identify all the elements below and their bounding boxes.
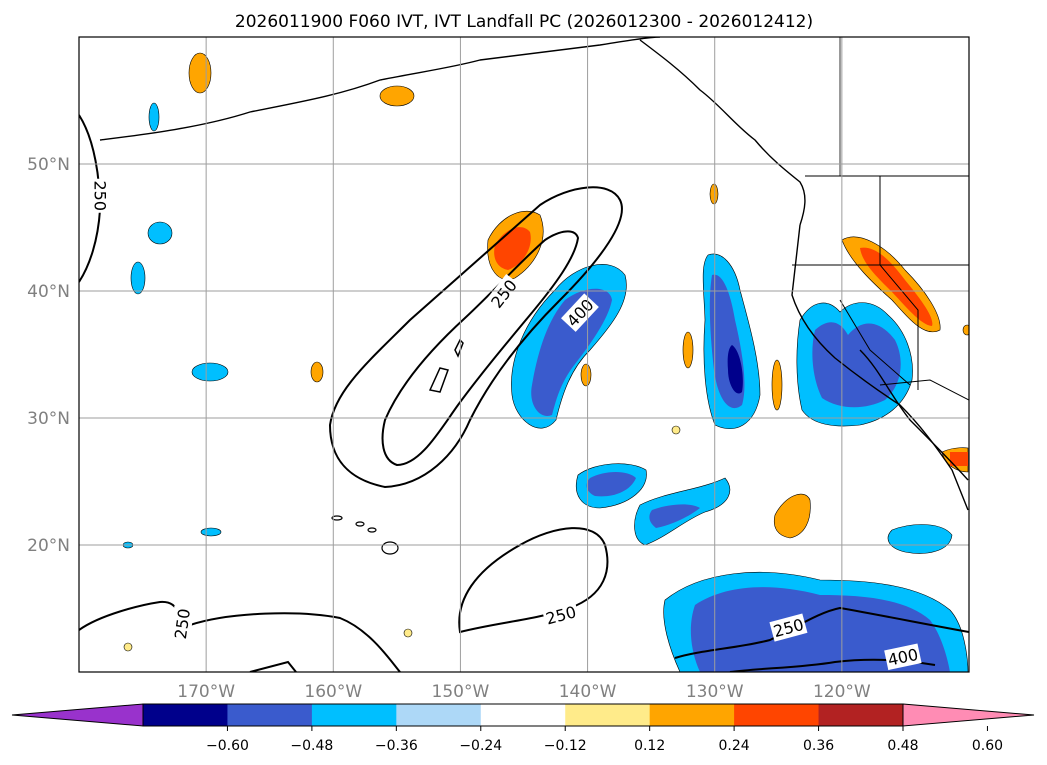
us-mexico-border xyxy=(879,379,969,401)
political-borders xyxy=(792,37,969,401)
neg-anomaly-25n-core xyxy=(586,472,636,497)
neg-anomaly-small-2 xyxy=(130,261,146,295)
colorbar-swatch xyxy=(143,704,228,726)
colorbar-tick-label: 0.12 xyxy=(634,738,665,754)
us-west-coast xyxy=(791,224,969,511)
pos-anomaly-small-3 xyxy=(709,183,719,205)
colorbar-swatch xyxy=(227,704,313,726)
lon-tick-label: 140°W xyxy=(559,682,617,702)
contour-250-south-lower xyxy=(189,612,401,672)
colorbar-extend-min xyxy=(11,703,144,727)
neg-anomaly-130w-peak xyxy=(727,345,743,394)
bc-coast xyxy=(639,39,806,226)
lat-tick-label: 30°N xyxy=(27,409,70,429)
contour-label: 250 xyxy=(91,180,110,211)
neg-anomaly-small-3 xyxy=(191,362,229,382)
alaska-coast xyxy=(99,37,661,141)
pos-anomaly-small-5 xyxy=(580,363,592,387)
contour-label-bg xyxy=(485,273,523,314)
pos-anomaly-idaho-core xyxy=(860,247,933,326)
lat-tick-label: 20°N xyxy=(27,536,70,556)
pos-anomaly-small-9 xyxy=(671,425,681,435)
colorbar-swatch xyxy=(480,704,566,726)
neg-anomaly-small-1 xyxy=(147,221,173,245)
contour-label-bg xyxy=(169,605,195,642)
colorbar-extend-max xyxy=(902,703,1035,727)
colorbar-tick-label: 0.48 xyxy=(887,738,918,754)
colorbar-swatch xyxy=(565,704,651,726)
colorbar-tick-label: 0.24 xyxy=(719,738,750,754)
lon-tick-label: 160°W xyxy=(304,682,362,702)
contour-250-southeast xyxy=(674,606,969,659)
axis-labels: 170°W 160°W 150°W 140°W 130°W 120°W 20°N 30°N 40… xyxy=(27,155,871,702)
colorbar-swatch xyxy=(396,704,482,726)
contour-label-bg xyxy=(769,613,808,642)
lon-tick-label: 120°W xyxy=(813,682,871,702)
lat-tick-label: 40°N xyxy=(27,282,70,302)
baja-coast xyxy=(859,349,969,481)
shading-layer xyxy=(122,52,969,672)
contour-label: 250 xyxy=(171,607,194,640)
contour-400-inner-1 xyxy=(428,367,449,393)
pos-anomaly-small-10 xyxy=(403,628,413,638)
contour-label-bg xyxy=(561,293,599,332)
colorbar-outline xyxy=(142,703,904,727)
colorbar-tick-label: −0.48 xyxy=(290,738,333,754)
state-border-2 xyxy=(839,299,911,386)
gridlines xyxy=(79,37,969,672)
map-frame xyxy=(78,36,970,673)
colorbar-tick-label: −0.60 xyxy=(206,738,249,754)
state-border-3 xyxy=(879,176,919,390)
lon-tick-label: 170°W xyxy=(177,682,235,702)
lat-tick-label: 50°N xyxy=(27,155,70,175)
pos-anomaly-small-2 xyxy=(379,85,415,107)
colorbar-tick-label: −0.24 xyxy=(459,738,502,754)
contour-label-group: 250 xyxy=(169,605,195,642)
colorbar-swatch xyxy=(649,704,735,726)
lon-tick-label: 130°W xyxy=(686,682,744,702)
hawaii-islands xyxy=(331,515,399,555)
colorbar-swatch xyxy=(734,704,820,726)
contour-label-bg xyxy=(541,600,580,629)
neg-anomaly-22n-core xyxy=(649,504,700,528)
colorbar: −0.60 −0.48 −0.36 −0.24 −0.12 0.12 0.24 0.36 0.4… xyxy=(11,703,1035,754)
colorbar-swatch xyxy=(311,704,397,726)
contour-label-bg xyxy=(884,643,922,671)
map-title: 2026011900 F060 IVT, IVT Landfall PC (20… xyxy=(235,12,813,32)
neg-anomaly-socal-core xyxy=(812,322,901,408)
neg-anomaly-small-4 xyxy=(148,102,160,132)
colorbar-swatch xyxy=(818,704,904,726)
pos-anomaly-baja-core xyxy=(950,452,968,466)
contour-250-south-bits xyxy=(249,660,297,672)
colorbar-tick-label: 0.36 xyxy=(803,738,834,754)
colorbar-tick-label: −0.12 xyxy=(544,738,587,754)
pos-anomaly-small-8 xyxy=(962,324,969,336)
contour-400-inner-2 xyxy=(454,338,464,358)
pos-anomaly-small-4 xyxy=(682,331,694,369)
contour-label-bg xyxy=(90,178,111,213)
contour-label-group: 250 xyxy=(90,178,111,213)
pos-anomaly-small-6 xyxy=(771,359,783,411)
neg-anomaly-east-central-core xyxy=(531,288,612,416)
pos-anomaly-small-1 xyxy=(188,52,212,94)
contour-label-group: 400 xyxy=(884,643,922,671)
neg-anomaly-baja xyxy=(887,524,953,554)
neg-anomaly-small-5 xyxy=(200,527,222,537)
colorbar-tick-label: 0.60 xyxy=(972,738,1003,754)
contour-400-central xyxy=(381,230,580,467)
pos-anomaly-20n xyxy=(773,493,811,539)
coastlines xyxy=(99,37,969,511)
pos-anomaly-small-7 xyxy=(310,361,324,383)
colorbar-tick-label: −0.36 xyxy=(375,738,418,754)
lon-tick-label: 150°W xyxy=(432,682,490,702)
pos-anomaly-small-11 xyxy=(123,642,133,652)
